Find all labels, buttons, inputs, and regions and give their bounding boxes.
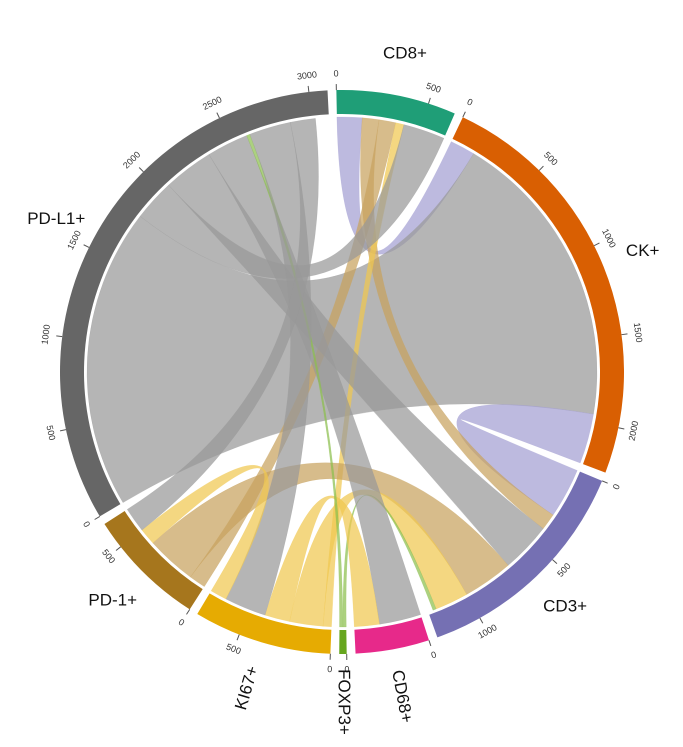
tick-mark: [618, 427, 625, 430]
tick-label: 1000: [40, 324, 52, 345]
sector-arc: [336, 90, 455, 136]
tick-mark: [307, 85, 310, 93]
sector-label: CD3+: [543, 596, 587, 615]
chord: [456, 404, 594, 516]
tick-mark: [138, 167, 144, 173]
chord: [264, 495, 380, 627]
tick-label: 2000: [627, 420, 641, 442]
tick-label: 1000: [600, 227, 618, 249]
tick-label: 1500: [65, 229, 83, 251]
tick-label: 0: [611, 483, 622, 491]
chord: [208, 135, 421, 625]
sector-label: CK+: [626, 241, 660, 260]
sector-label: CD68+: [388, 668, 416, 724]
chord: [139, 124, 445, 279]
tick-mark: [462, 111, 466, 118]
tick-mark: [552, 559, 558, 565]
sector-label: PD-L1+: [27, 209, 85, 228]
tick-label: 3000: [296, 69, 317, 81]
tick-label: 1500: [632, 322, 645, 343]
tick-mark: [216, 112, 220, 119]
tick-label: 1000: [476, 622, 498, 641]
tick-mark: [94, 515, 101, 520]
tick-mark: [236, 634, 240, 641]
tick-label: 500: [44, 424, 57, 441]
chord: [246, 133, 344, 628]
tick-mark: [115, 546, 122, 551]
tick-label: 2500: [201, 94, 223, 112]
tick-label: 0: [177, 617, 187, 628]
tick-label: 0: [327, 664, 332, 674]
tick-mark: [83, 244, 90, 248]
sector-arc: [354, 617, 429, 654]
tick-label: 0: [333, 68, 338, 78]
sector-arc: [452, 117, 625, 473]
sector-arc: [339, 629, 347, 654]
chord: [168, 154, 544, 566]
tick-mark: [479, 617, 484, 624]
chord: [190, 119, 397, 587]
sector-arc: [197, 593, 332, 654]
tick-mark: [428, 97, 431, 104]
sector-arc: [60, 90, 329, 517]
tick-label: 0: [344, 664, 349, 674]
tick-label: 500: [425, 81, 442, 95]
sector-label: KI67+: [231, 664, 262, 713]
tick-mark: [56, 335, 63, 338]
tick-label: 2000: [121, 149, 142, 170]
tick-label: 0: [466, 97, 475, 108]
sector-arc: [429, 471, 603, 638]
chord: [141, 464, 269, 600]
chord: [126, 118, 319, 531]
tick-mark: [538, 165, 544, 171]
tick-mark: [593, 242, 600, 247]
tick-label: 0: [81, 520, 92, 529]
tick-label: 500: [100, 547, 117, 565]
tick-mark: [428, 640, 432, 647]
tick-mark: [186, 609, 191, 615]
tick-label: 0: [430, 649, 438, 660]
sector-arc: [104, 511, 203, 610]
sector-label: CD8+: [383, 44, 427, 63]
tick-mark: [621, 333, 628, 336]
tick-label: 500: [225, 642, 243, 657]
sector-label: PD-1+: [88, 590, 137, 609]
tick-label: 500: [555, 561, 572, 579]
tick-mark: [601, 480, 608, 484]
tick-mark: [59, 429, 67, 432]
sector-label: FOXP3+: [335, 669, 354, 735]
tick-label: 500: [542, 150, 560, 168]
